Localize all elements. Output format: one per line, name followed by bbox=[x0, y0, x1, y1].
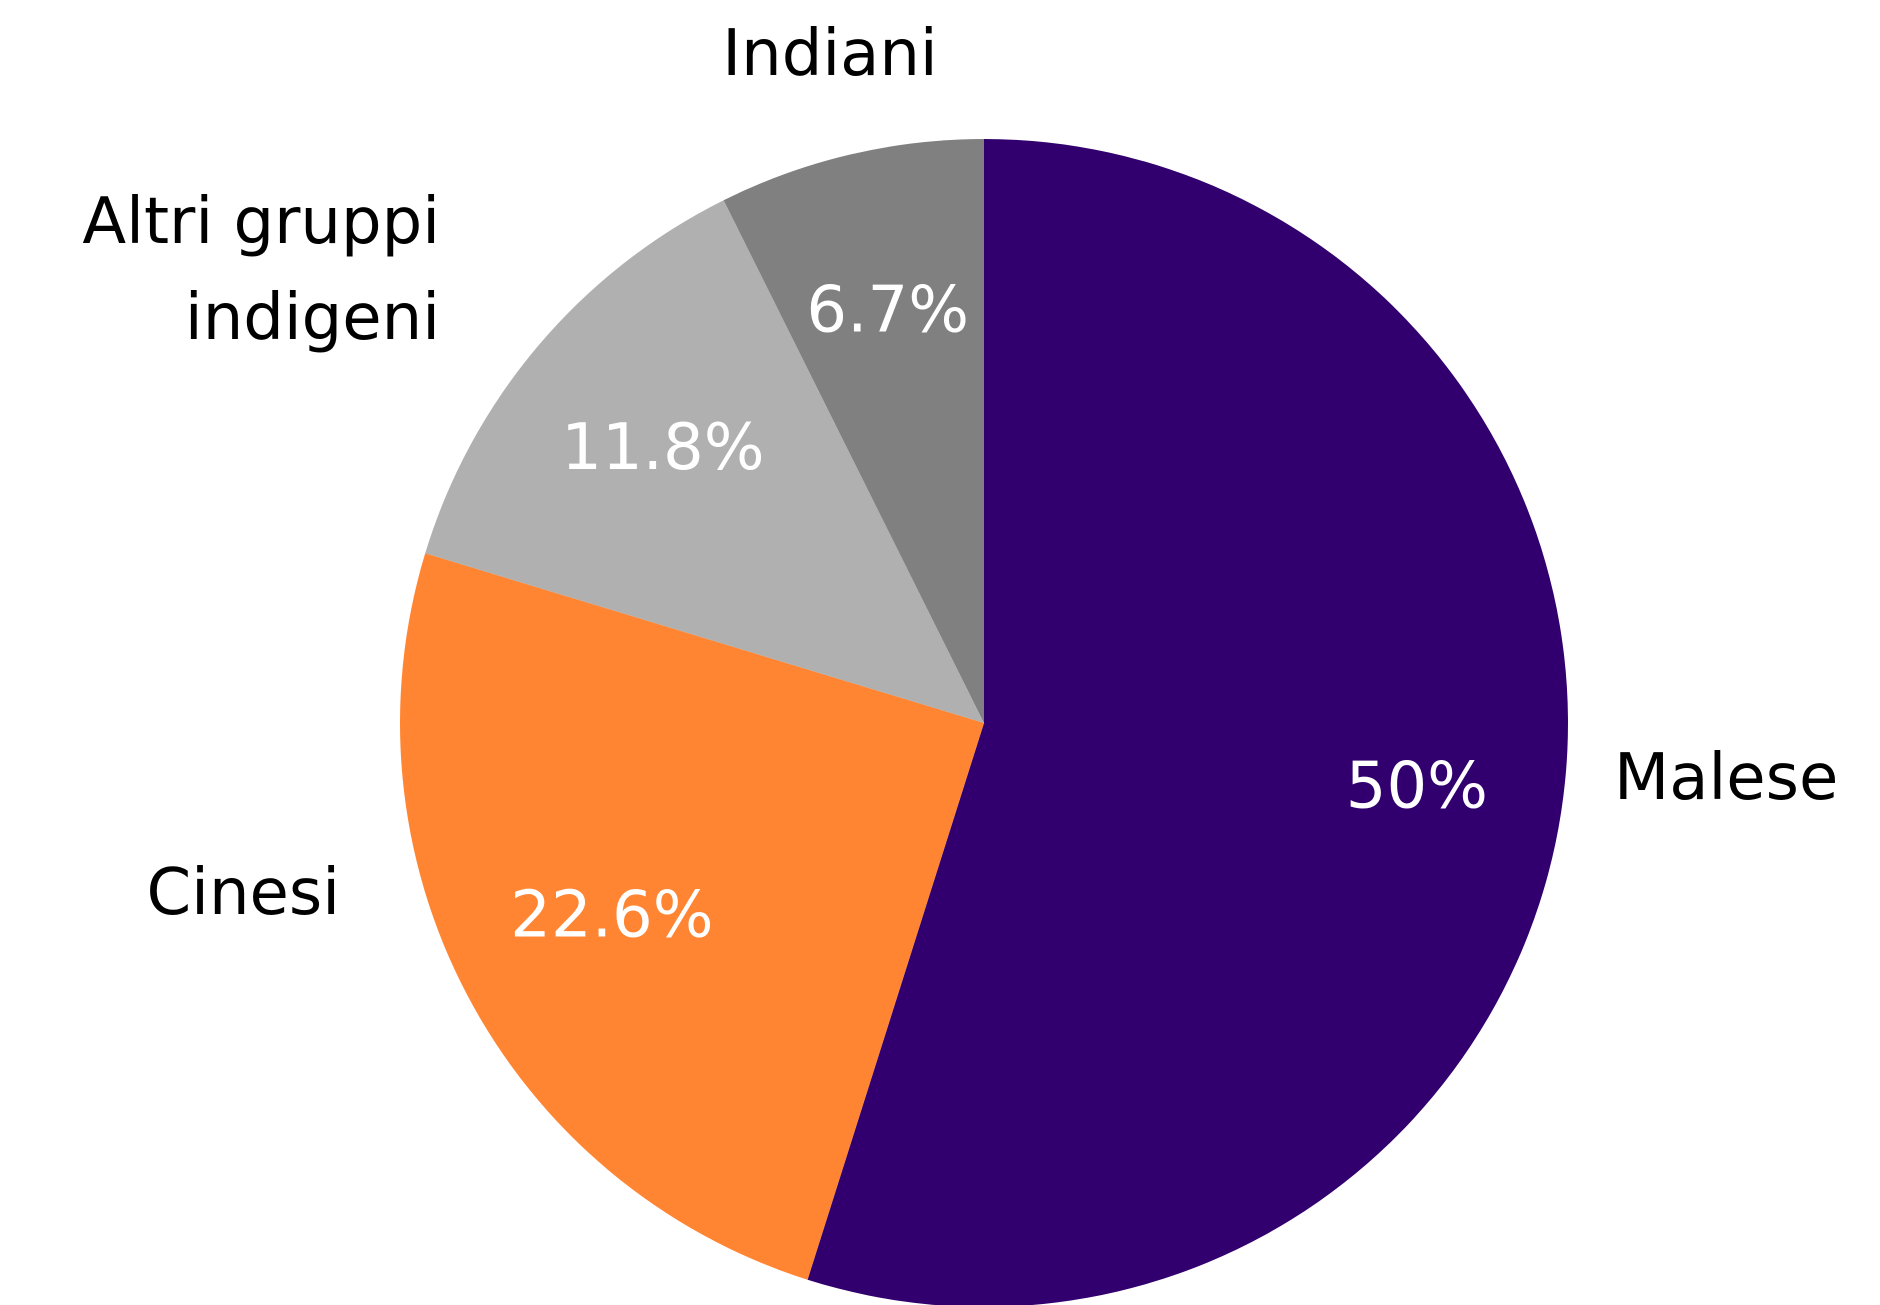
data-label: 11.8% bbox=[561, 411, 764, 485]
category-label: Cinesi bbox=[146, 856, 340, 930]
data-label: 22.6% bbox=[510, 878, 713, 952]
category-label: Malese bbox=[1614, 741, 1839, 815]
pie-slice bbox=[399, 553, 984, 1280]
category-label: Altri gruppi indigeni bbox=[82, 185, 440, 355]
pie-slice bbox=[807, 139, 1568, 1305]
data-label: 6.7% bbox=[806, 273, 969, 347]
category-label: Indiani bbox=[722, 17, 938, 91]
data-label: 50% bbox=[1346, 750, 1488, 824]
pie-slice bbox=[425, 200, 985, 723]
pie-slice bbox=[723, 139, 984, 723]
